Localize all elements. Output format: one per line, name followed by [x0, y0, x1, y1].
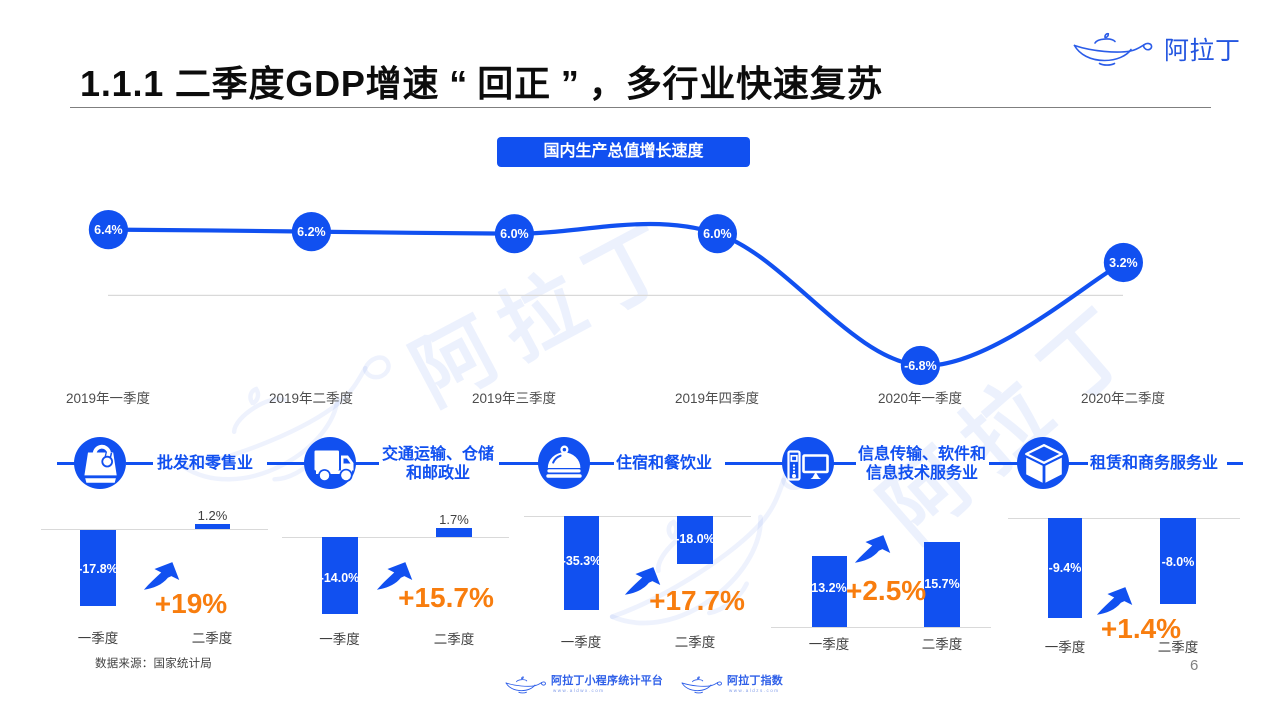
svg-text:6.2%: 6.2% — [297, 225, 326, 239]
svg-text:6.0%: 6.0% — [703, 227, 732, 241]
svg-text:-6.8%: -6.8% — [904, 359, 937, 373]
svg-text:6.0%: 6.0% — [500, 227, 529, 241]
svg-text:6.4%: 6.4% — [94, 223, 123, 237]
svg-text:3.2%: 3.2% — [1109, 256, 1138, 270]
